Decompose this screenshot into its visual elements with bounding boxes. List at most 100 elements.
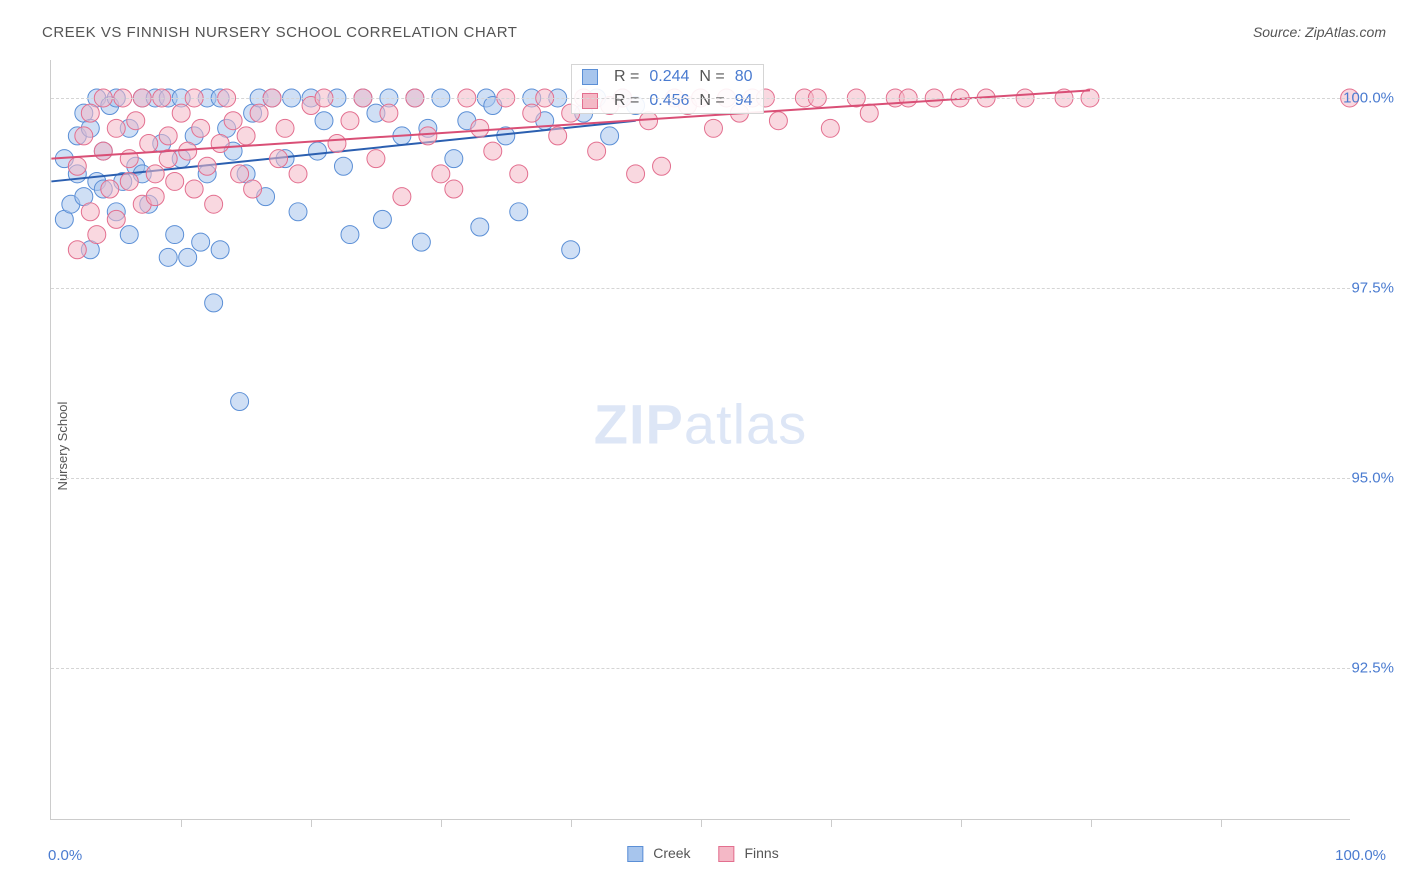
y-tick-label: 92.5%	[1351, 660, 1394, 677]
data-point	[120, 172, 138, 190]
data-point	[769, 112, 787, 130]
data-point	[328, 135, 346, 153]
x-tick	[311, 819, 312, 827]
data-point	[179, 248, 197, 266]
data-point	[601, 127, 619, 145]
data-point	[166, 226, 184, 244]
data-point	[445, 150, 463, 168]
data-point	[172, 104, 190, 122]
data-point	[127, 112, 145, 130]
data-point	[432, 165, 450, 183]
data-point	[250, 104, 268, 122]
data-point	[341, 112, 359, 130]
legend-stats-row-finns: R = 0.456 N = 94	[572, 89, 763, 113]
creek-swatch-icon	[582, 69, 598, 85]
data-point	[393, 188, 411, 206]
data-point	[68, 157, 86, 175]
data-point	[334, 157, 352, 175]
data-point	[159, 127, 177, 145]
creek-r-value: 0.244	[649, 68, 689, 86]
x-tick	[701, 819, 702, 827]
chart-title: CREEK VS FINNISH NURSERY SCHOOL CORRELAT…	[42, 24, 517, 41]
finns-swatch-icon	[719, 846, 735, 862]
data-point	[445, 180, 463, 198]
creek-swatch-icon	[627, 846, 643, 862]
data-point	[211, 241, 229, 259]
data-point	[510, 203, 528, 221]
data-point	[627, 165, 645, 183]
x-axis-max-label: 100.0%	[1335, 847, 1386, 864]
data-point	[289, 203, 307, 221]
data-point	[367, 150, 385, 168]
data-point	[192, 233, 210, 251]
x-tick	[441, 819, 442, 827]
data-point	[231, 393, 249, 411]
data-point	[588, 142, 606, 160]
r-prefix: R =	[614, 68, 639, 86]
data-point	[380, 104, 398, 122]
data-point	[289, 165, 307, 183]
data-point	[270, 150, 288, 168]
data-point	[205, 294, 223, 312]
data-point	[484, 142, 502, 160]
gridline	[51, 98, 1350, 99]
gridline	[51, 478, 1350, 479]
legend-item-finns: Finns	[719, 845, 779, 862]
r-prefix: R =	[614, 92, 639, 110]
x-axis-min-label: 0.0%	[48, 847, 82, 864]
creek-n-value: 80	[735, 68, 753, 86]
data-point	[412, 233, 430, 251]
x-tick	[961, 819, 962, 827]
x-tick	[1091, 819, 1092, 827]
data-point	[471, 119, 489, 137]
legend-stats-row-creek: R = 0.244 N = 80	[572, 65, 763, 89]
data-point	[107, 119, 125, 137]
data-point	[419, 127, 437, 145]
chart-container: CREEK VS FINNISH NURSERY SCHOOL CORRELAT…	[0, 0, 1406, 892]
data-point	[192, 119, 210, 137]
x-tick	[1221, 819, 1222, 827]
data-point	[107, 210, 125, 228]
legend-stats-box: R = 0.244 N = 80 R = 0.456 N = 94	[571, 64, 764, 114]
data-point	[146, 165, 164, 183]
finns-r-value: 0.456	[649, 92, 689, 110]
data-point	[341, 226, 359, 244]
data-point	[549, 127, 567, 145]
legend-bottom: Creek Finns	[627, 845, 778, 862]
data-point	[205, 195, 223, 213]
data-point	[704, 119, 722, 137]
data-point	[309, 142, 327, 160]
data-point	[471, 218, 489, 236]
data-point	[244, 180, 262, 198]
source-label: Source: ZipAtlas.com	[1253, 24, 1386, 40]
data-point	[523, 104, 541, 122]
data-point	[81, 104, 99, 122]
x-tick	[181, 819, 182, 827]
data-point	[81, 203, 99, 221]
data-point	[75, 127, 93, 145]
data-point	[373, 210, 391, 228]
data-point	[860, 104, 878, 122]
data-point	[653, 157, 671, 175]
data-point	[88, 226, 106, 244]
data-point	[231, 165, 249, 183]
data-point	[198, 157, 216, 175]
legend-label-finns: Finns	[744, 845, 778, 861]
legend-item-creek: Creek	[627, 845, 690, 862]
data-point	[224, 112, 242, 130]
data-point	[146, 188, 164, 206]
data-point	[94, 142, 112, 160]
finns-swatch-icon	[582, 93, 598, 109]
finns-n-value: 94	[735, 92, 753, 110]
data-point	[276, 119, 294, 137]
data-point	[821, 119, 839, 137]
data-point	[315, 112, 333, 130]
plot-area: ZIPatlas R = 0.244 N = 80 R = 0.456 N = …	[50, 60, 1350, 820]
x-tick	[571, 819, 572, 827]
data-point	[237, 127, 255, 145]
x-tick	[831, 819, 832, 827]
data-point	[185, 180, 203, 198]
y-tick-label: 100.0%	[1343, 90, 1394, 107]
gridline	[51, 288, 1350, 289]
data-point	[101, 180, 119, 198]
